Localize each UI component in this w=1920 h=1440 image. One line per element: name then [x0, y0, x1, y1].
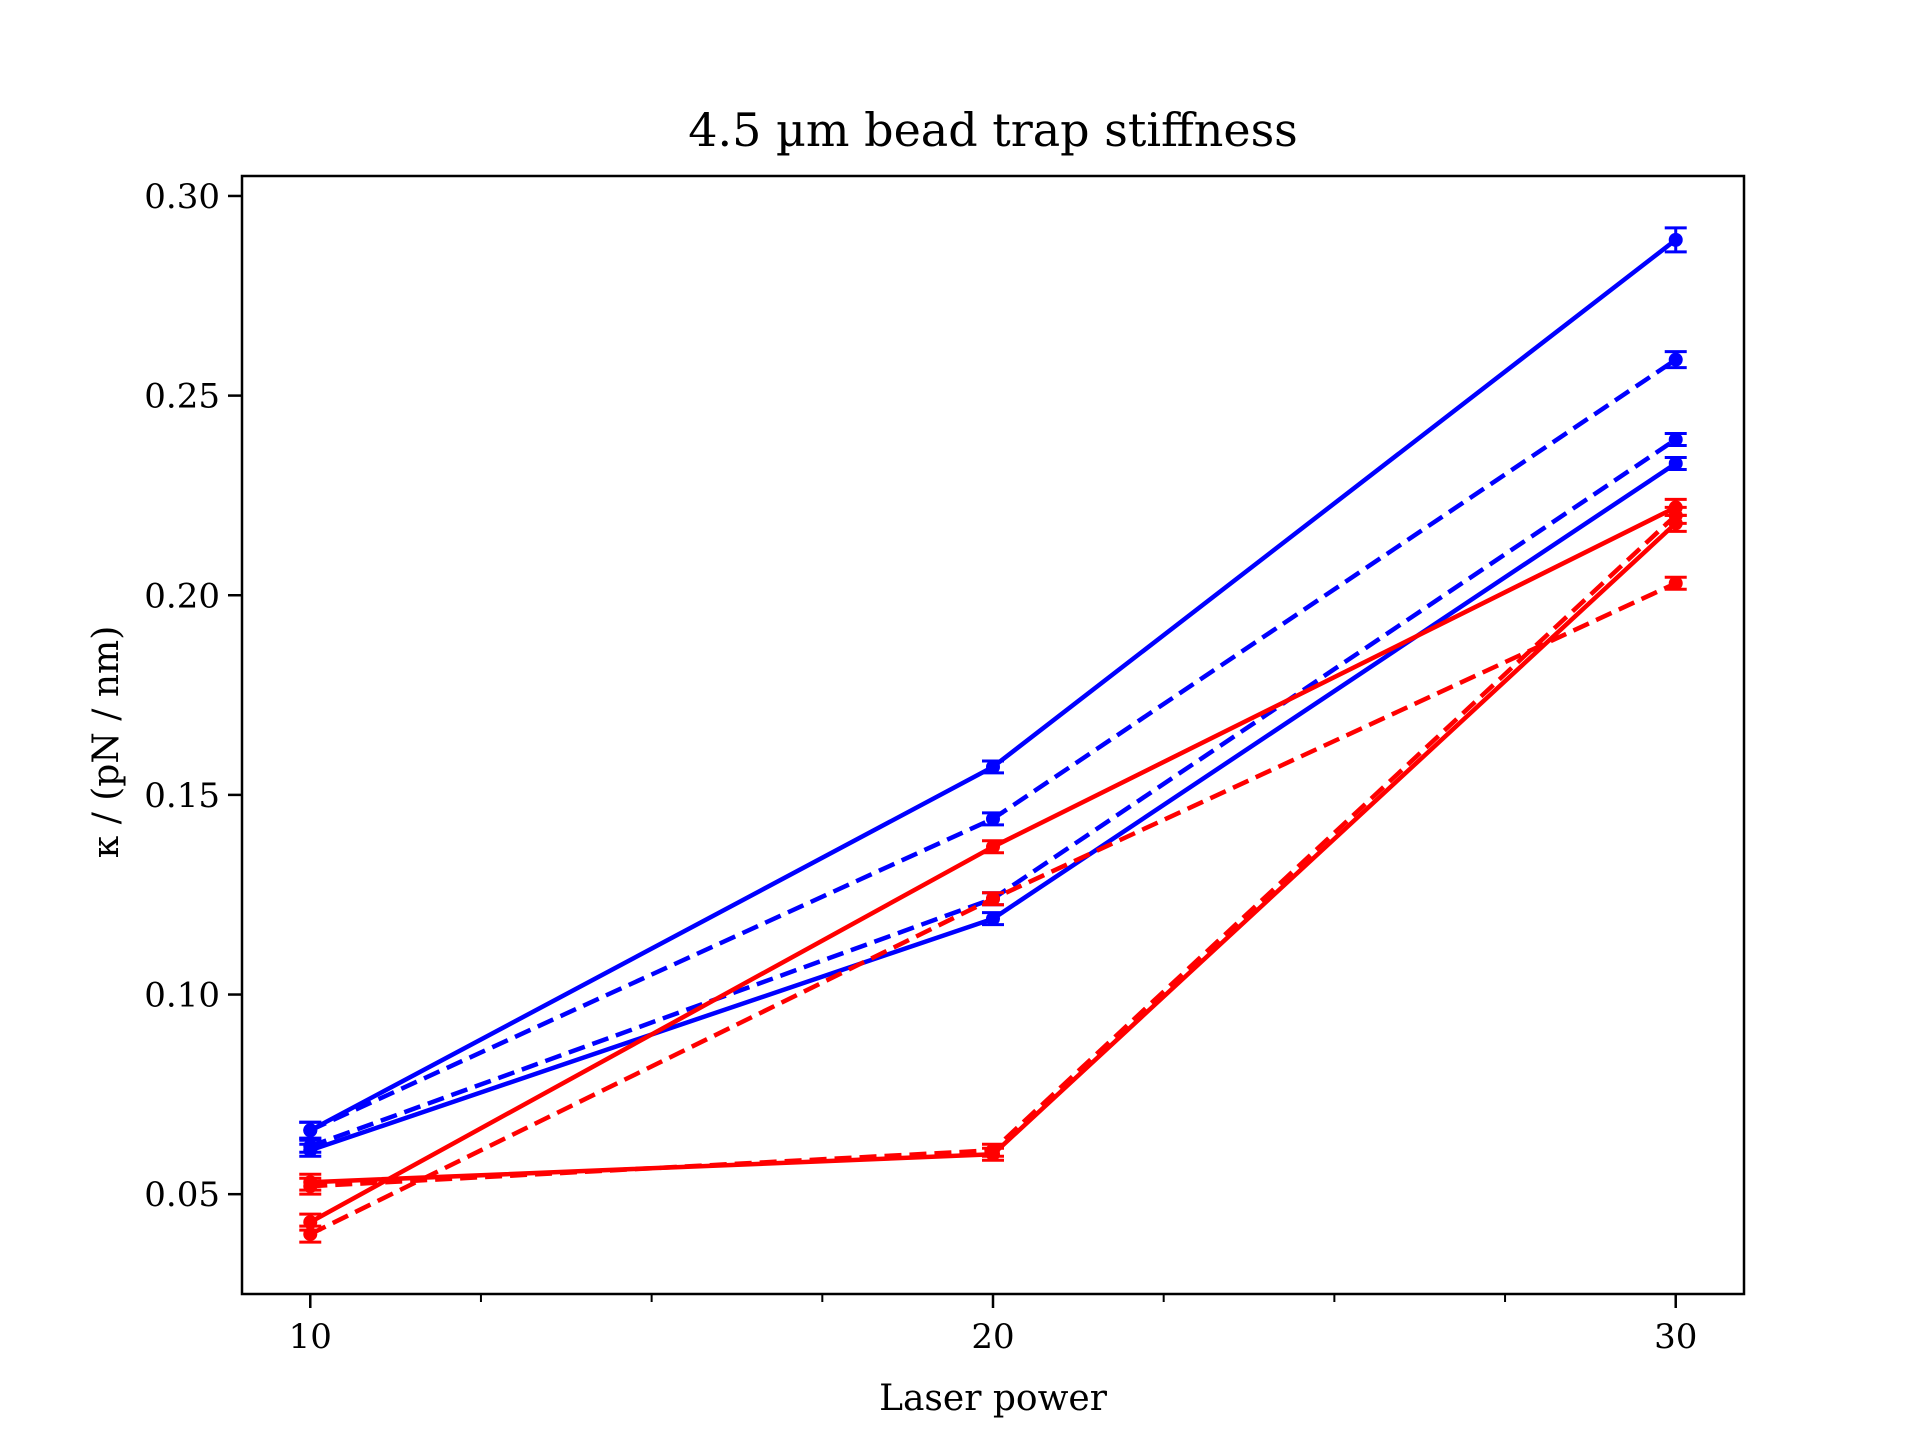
data-point [1668, 508, 1683, 523]
y-tick-label: 0.25 [144, 377, 220, 417]
series-2 [299, 350, 1687, 1140]
data-point [303, 1123, 318, 1138]
data-point [303, 1143, 318, 1158]
data-point [303, 1179, 318, 1194]
data-point [986, 911, 1000, 926]
x-tick-label: 20 [971, 1317, 1014, 1357]
y-tick-label: 0.20 [144, 576, 220, 616]
series-8 [299, 505, 1687, 1196]
y-axis-label: κ / (pN / nm) [86, 626, 127, 859]
data-point [1668, 456, 1683, 471]
data-point [303, 1227, 318, 1242]
data-point [986, 1143, 1000, 1158]
data-point [1668, 432, 1683, 447]
data-point [1668, 232, 1683, 247]
y-tick-label: 0.10 [144, 976, 220, 1016]
data-point [986, 891, 1000, 906]
data-point [1668, 352, 1683, 367]
y-tick-label: 0.15 [144, 776, 220, 816]
plot-marks [299, 226, 1687, 1244]
data-point [986, 811, 1000, 826]
data-point [986, 759, 1000, 774]
series-6 [299, 575, 1687, 1244]
y-tick-label: 0.05 [144, 1175, 220, 1215]
x-tick-label: 10 [289, 1317, 332, 1357]
x-tick-label: 30 [1654, 1317, 1697, 1357]
data-point [986, 839, 1000, 854]
axes: 10 20 30 0.05 0.10 0.15 0.20 0.25 0.30 [144, 174, 1746, 1357]
data-point [1668, 576, 1683, 591]
series-4 [299, 455, 1687, 1158]
x-axis-label: Laser power [879, 1378, 1108, 1419]
chart-title: 4.5 µm bead trap stiffness [688, 103, 1298, 157]
y-tick-label: 0.30 [144, 177, 220, 217]
